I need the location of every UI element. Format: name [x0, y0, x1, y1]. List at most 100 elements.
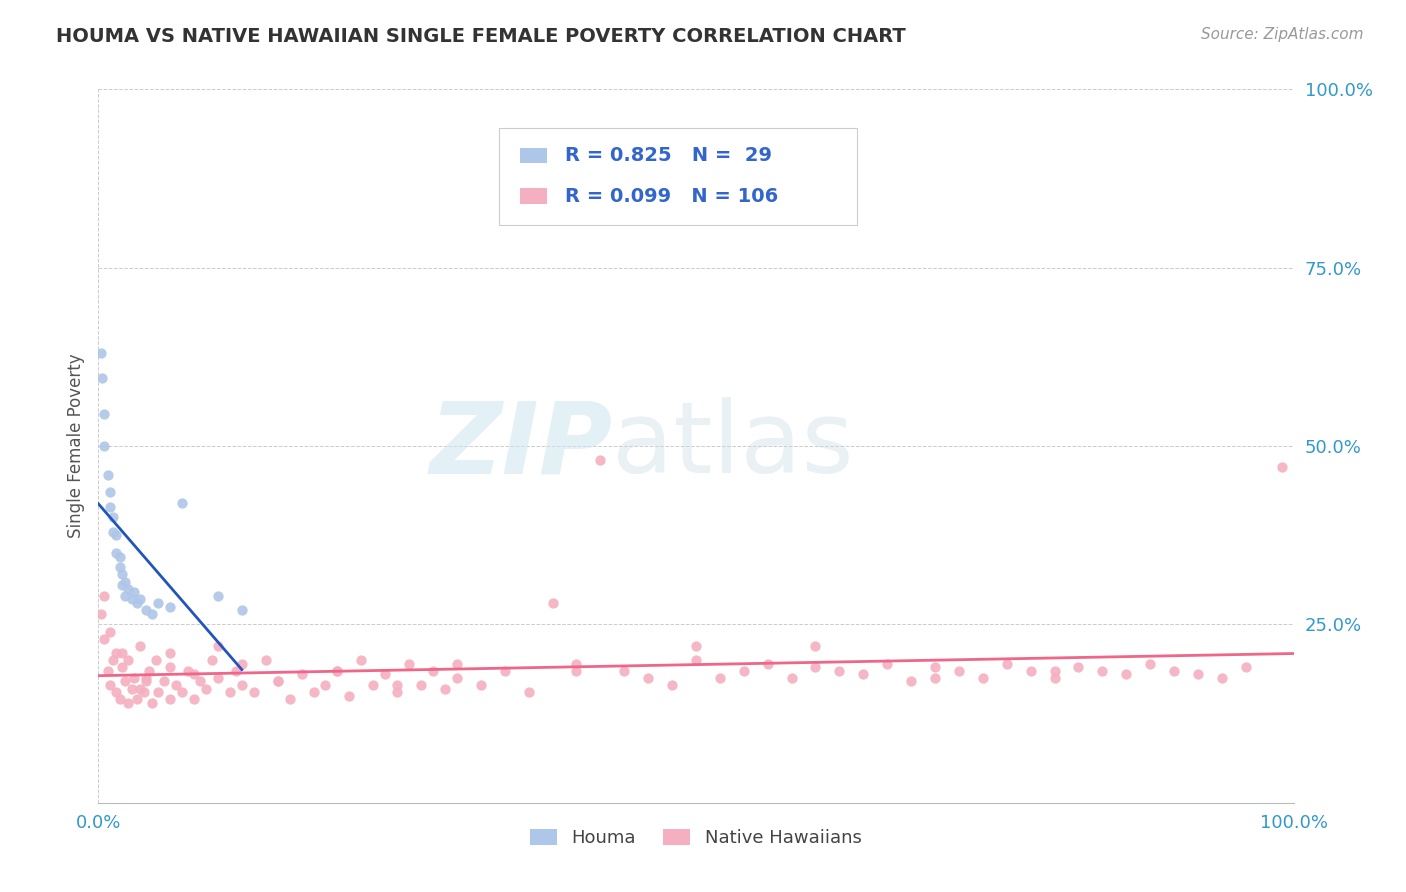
Point: [207, 589, 229, 603]
Point: [733, 664, 755, 678]
Point: [756, 657, 779, 671]
Point: [398, 657, 420, 671]
Point: [326, 664, 349, 678]
Point: [172, 685, 194, 699]
Point: [108, 549, 131, 564]
Text: R = 0.099   N = 106: R = 0.099 N = 106: [565, 186, 778, 206]
Point: [374, 667, 396, 681]
Bar: [520, 148, 547, 163]
Point: [93, 439, 115, 453]
Point: [924, 660, 946, 674]
Point: [183, 692, 205, 706]
Point: [159, 692, 181, 706]
Point: [411, 678, 433, 692]
Point: [135, 671, 157, 685]
Point: [98, 624, 122, 639]
Point: [972, 671, 994, 685]
Point: [98, 485, 122, 500]
Text: R = 0.825   N =  29: R = 0.825 N = 29: [565, 146, 772, 165]
Point: [201, 653, 224, 667]
Point: [900, 674, 922, 689]
Point: [278, 692, 301, 706]
Point: [326, 664, 349, 678]
Point: [267, 674, 290, 689]
Point: [108, 560, 131, 574]
Point: [121, 592, 143, 607]
Point: [90, 346, 112, 360]
Point: [129, 681, 152, 696]
Point: [141, 696, 163, 710]
Point: [125, 596, 148, 610]
Point: [339, 689, 361, 703]
Point: [446, 671, 468, 685]
Point: [153, 674, 176, 689]
Point: [422, 664, 444, 678]
Point: [93, 632, 115, 646]
Point: [685, 639, 707, 653]
Point: [195, 681, 218, 696]
Point: [172, 496, 194, 510]
Text: ZIP: ZIP: [429, 398, 613, 494]
Point: [101, 653, 124, 667]
Point: [165, 678, 187, 692]
Point: [93, 407, 115, 421]
Point: [613, 664, 636, 678]
Point: [97, 664, 120, 678]
Point: [93, 589, 115, 603]
Point: [589, 453, 612, 467]
Legend: Houma, Native Hawaiians: Houma, Native Hawaiians: [523, 822, 869, 855]
Point: [145, 653, 167, 667]
Text: Source: ZipAtlas.com: Source: ZipAtlas.com: [1201, 27, 1364, 42]
Point: [108, 692, 131, 706]
Point: [1067, 660, 1090, 674]
Point: [117, 582, 139, 596]
Point: [685, 653, 707, 667]
Point: [111, 660, 134, 674]
Point: [124, 671, 146, 685]
Point: [804, 660, 827, 674]
Point: [207, 671, 229, 685]
Point: [1187, 667, 1209, 681]
Point: [637, 671, 659, 685]
Point: [91, 371, 114, 385]
Point: [1115, 667, 1137, 681]
Point: [124, 585, 146, 599]
Point: [148, 685, 170, 699]
Point: [101, 510, 124, 524]
Point: [138, 664, 160, 678]
Point: [90, 607, 112, 621]
Point: [114, 674, 136, 689]
Point: [111, 567, 134, 582]
Point: [101, 524, 124, 539]
Bar: [520, 188, 547, 204]
Point: [828, 664, 851, 678]
Point: [231, 657, 253, 671]
Point: [291, 667, 314, 681]
Point: [117, 696, 139, 710]
Point: [385, 678, 409, 692]
Point: [207, 639, 229, 653]
Point: [105, 646, 128, 660]
Point: [97, 467, 120, 482]
Point: [135, 674, 157, 689]
Point: [98, 500, 122, 514]
Point: [709, 671, 731, 685]
Point: [1139, 657, 1161, 671]
Point: [948, 664, 970, 678]
Point: [148, 596, 170, 610]
Point: [129, 592, 152, 607]
FancyBboxPatch shape: [499, 128, 858, 225]
Point: [1043, 671, 1066, 685]
Point: [446, 657, 468, 671]
Point: [1091, 664, 1114, 678]
Point: [125, 692, 148, 706]
Point: [135, 603, 157, 617]
Point: [1271, 460, 1294, 475]
Point: [141, 607, 163, 621]
Point: [188, 674, 211, 689]
Point: [267, 674, 290, 689]
Point: [159, 646, 181, 660]
Y-axis label: Single Female Poverty: Single Female Poverty: [66, 354, 84, 538]
Point: [231, 603, 253, 617]
Text: HOUMA VS NATIVE HAWAIIAN SINGLE FEMALE POVERTY CORRELATION CHART: HOUMA VS NATIVE HAWAIIAN SINGLE FEMALE P…: [56, 27, 905, 45]
